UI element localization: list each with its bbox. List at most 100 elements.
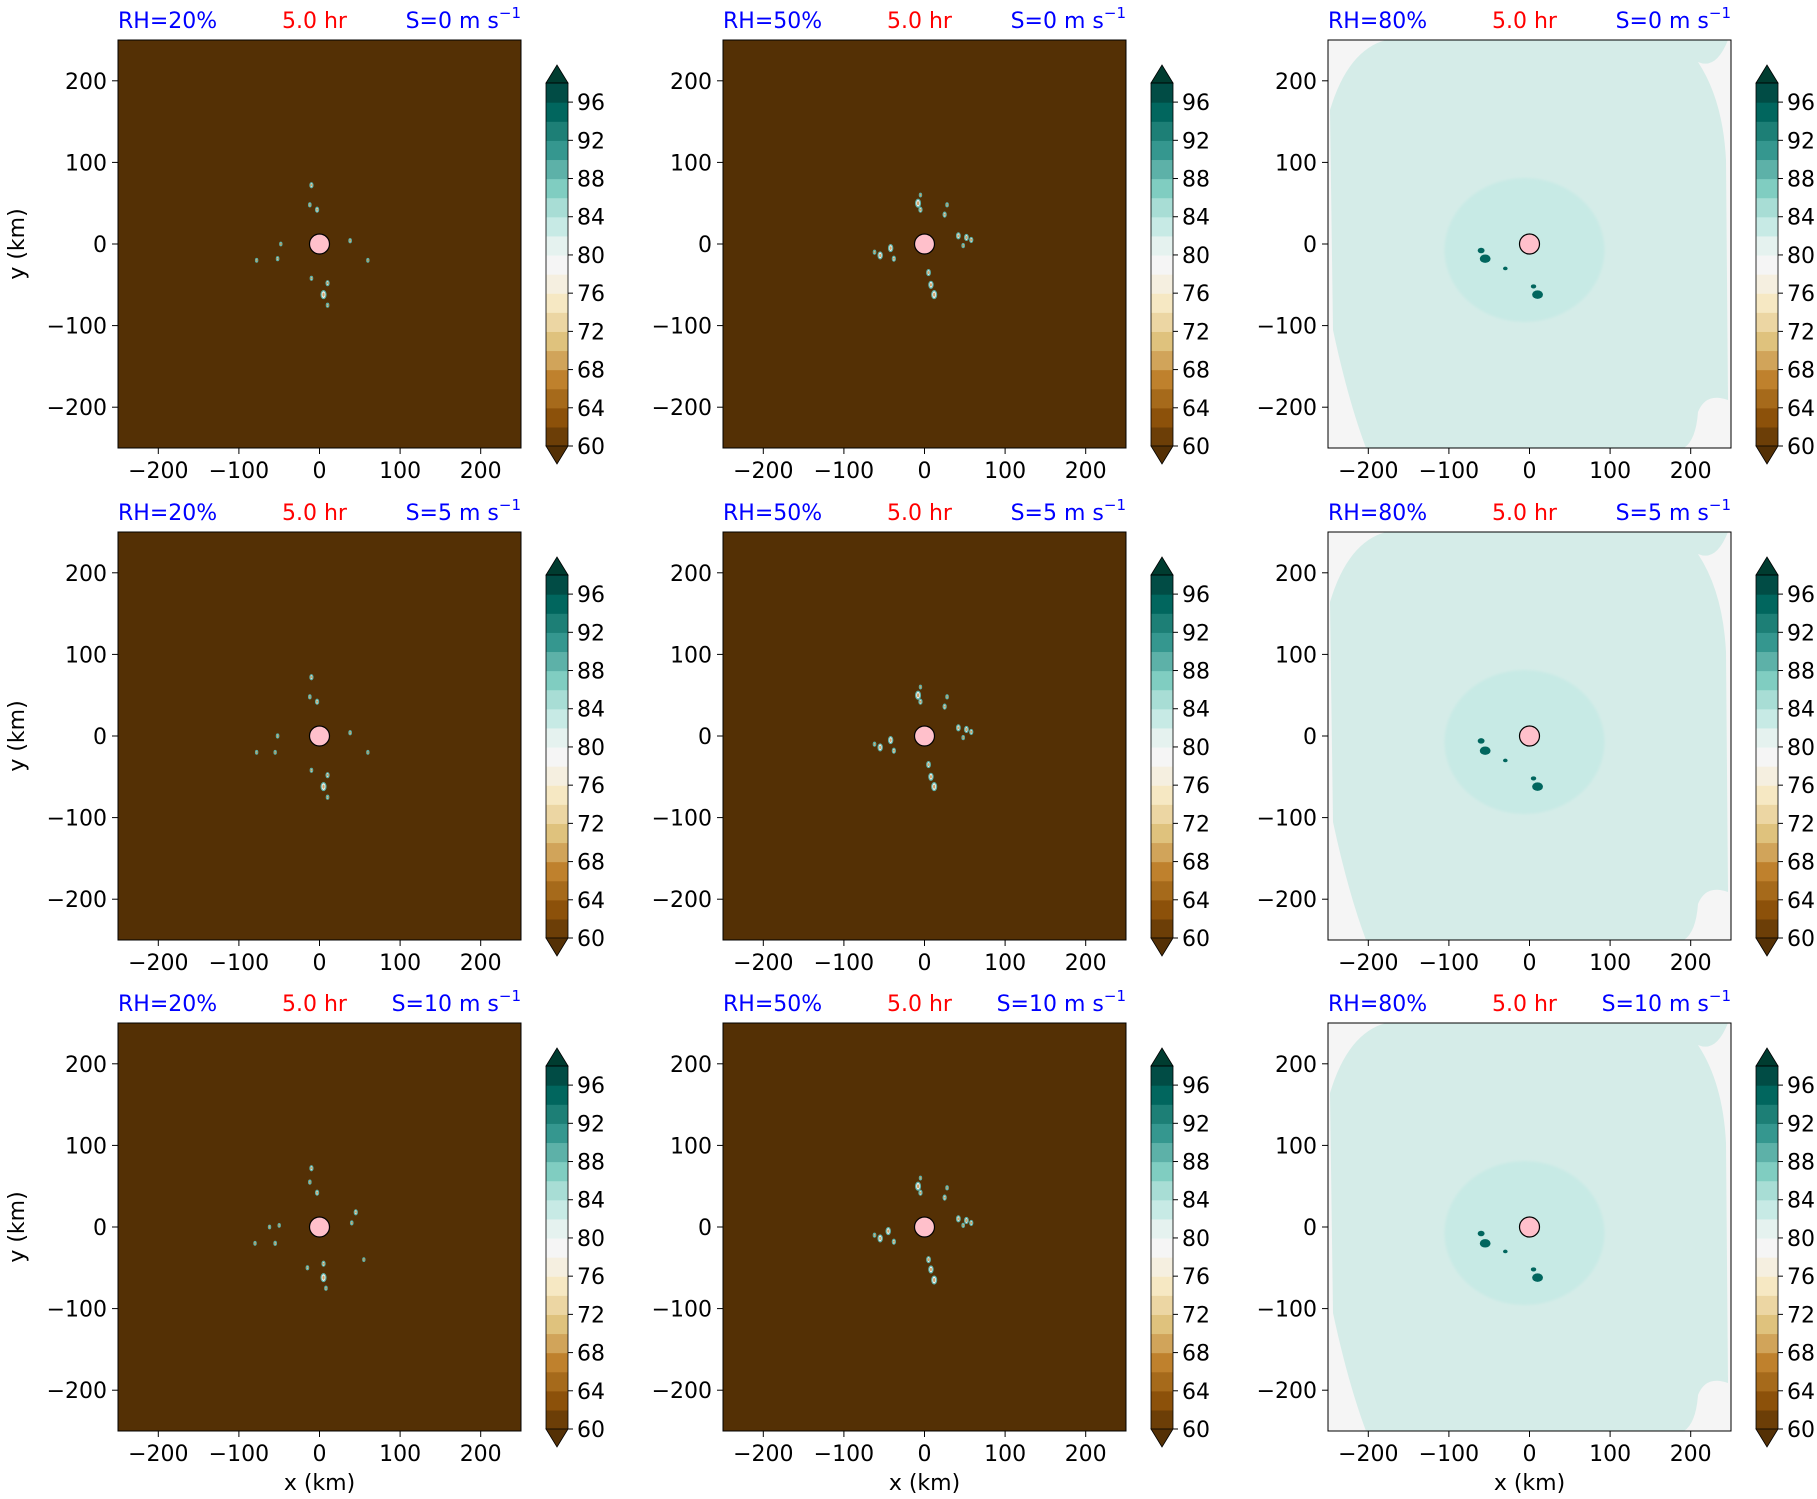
plot-area [723,40,1126,448]
moist-feature-core [276,735,279,737]
colorbar-segment [1756,1257,1778,1277]
colorbar-frame [1150,82,1174,447]
colorbar-tick-label: 92 [1787,621,1815,646]
x-tick-label: 100 [1589,951,1631,976]
colorbar-segment [546,823,568,844]
colorbar-segment [546,140,568,161]
colorbar-segment [546,254,568,275]
colorbar-tick-label: 68 [577,359,605,384]
x-tick-label: 200 [1670,951,1712,976]
x-tick-label: 100 [1589,459,1631,484]
x-tick-label: 200 [1065,459,1107,484]
y-tick-label: −100 [652,807,712,832]
moist-feature-core [946,1186,949,1189]
colorbar-segment [1756,708,1778,729]
x-tick-label: −200 [128,1442,188,1467]
colorbar-segment [1151,1199,1173,1220]
colorbar-tick-label: 76 [1787,282,1815,307]
colorbar-segment [1151,1161,1173,1182]
colorbar-segment [1151,842,1173,863]
colorbar-segment [546,1257,568,1277]
panel-1-2: RH=80% 5.0 hr S=5 m s−1 −200 −100 0 100 200 −200… [1257,496,1815,976]
y-tick-label: −200 [652,396,712,421]
shear-exponent: −1 [499,4,521,22]
colorbar-segment [546,746,568,767]
colorbar-segment [1151,1257,1173,1277]
colorbar-segment [1756,880,1778,901]
y-tick-label: 0 [93,725,107,750]
time-label: 5.0 hr [887,9,953,34]
colorbar-segment [1151,1333,1173,1354]
shear-exponent: −1 [499,496,521,514]
plot-area [118,40,521,448]
colorbar-tick-label: 64 [1182,397,1210,422]
colorbar-segment [1151,407,1173,428]
colorbar-segment [1151,254,1173,275]
plot-area [723,1023,1126,1431]
moist-feature-core [919,1177,922,1180]
moist-feature-core [306,1266,309,1269]
colorbar-tick-label: 96 [577,583,605,608]
colorbar-tick-label: 76 [577,774,605,799]
x-tick-label: −200 [128,951,188,976]
colorbar-tick-label: 64 [577,397,605,422]
y-tick-label: 0 [698,725,712,750]
storm-center-marker [1518,1216,1541,1238]
colorbar-segment [546,1352,568,1373]
colorbar-segment [546,1371,568,1392]
colorbar-extend-min [1150,1428,1174,1448]
colorbar-tick-label: 88 [1787,660,1815,685]
y-tick-label: 0 [698,1216,712,1241]
colorbar-tick-label: 72 [1182,320,1210,345]
moist-feature [1532,290,1543,299]
moist-feature-core [929,283,932,287]
colorbar-segment [1151,613,1173,633]
colorbar-segment [1151,83,1173,103]
moist-feature-core [255,259,258,262]
x-tick-label: 0 [1523,1442,1537,1467]
moist-feature [1530,1267,1537,1272]
moist-feature-core [919,700,922,703]
colorbar-frame [1755,82,1779,447]
colorbar-segment [1756,426,1778,447]
moist-feature-core [957,1217,960,1221]
moist-feature-core [349,731,352,734]
colorbar-segment [1151,159,1173,180]
colorbar-segment [1151,594,1173,614]
y-tick-label: −100 [1257,807,1317,832]
storm-center-marker [308,725,331,747]
x-tick-label: 200 [1065,951,1107,976]
moist-feature-core [354,1211,357,1214]
colorbar-tick-label: 76 [1182,774,1210,799]
colorbar-segment [1151,899,1173,920]
panel-0-0: RH=20% 5.0 hr S=0 m s−1 −200 −100 0 100 200 −200… [5,4,605,484]
colorbar-segment [1756,613,1778,633]
colorbar-segment [546,407,568,428]
moist-feature-core [957,726,960,730]
x-tick-label: 200 [1065,1442,1107,1467]
colorbar-segment [1151,689,1173,710]
moist-feature-core [965,727,968,731]
moist-feature-core [324,1287,327,1290]
colorbar-tick-label: 92 [577,621,605,646]
colorbar-tick-label: 88 [1787,1151,1815,1176]
moist-feature-core [366,751,369,754]
colorbar-frame [545,1065,569,1430]
colorbar: 60 64 68 72 76 80 84 88 92 96 [1755,64,1815,465]
colorbar-segment [546,613,568,633]
colorbar-tick-label: 80 [1787,736,1815,761]
colorbar-tick-label: 92 [1182,1112,1210,1137]
colorbar-tick-label: 88 [1787,168,1815,193]
colorbar-segment [546,899,568,920]
shear-label: S=0 m s−1 [1011,4,1126,34]
colorbar-segment [1756,197,1778,218]
colorbar-segment [1151,766,1173,786]
colorbar-segment [1756,1390,1778,1411]
colorbar-segment [1756,312,1778,332]
colorbar-segment [546,1276,568,1296]
colorbar-frame [1150,1065,1174,1430]
moist-feature [1503,758,1508,763]
colorbar-segment [546,594,568,614]
colorbar-segment [1151,670,1173,691]
colorbar-tick-label: 84 [1182,1189,1210,1214]
